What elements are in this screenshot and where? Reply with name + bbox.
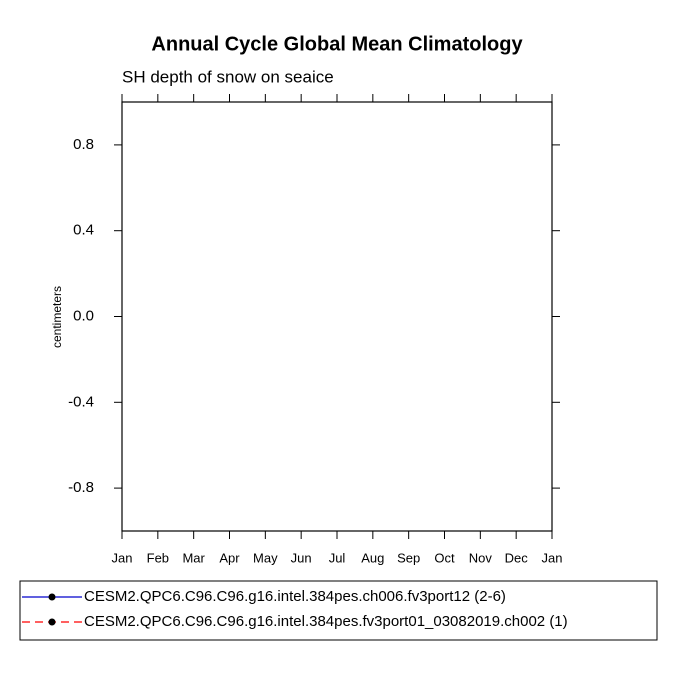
x-tick-label: Apr	[219, 550, 240, 565]
x-tick-label: Dec	[505, 550, 529, 565]
plot-frame	[121, 101, 553, 532]
chart-title: Annual Cycle Global Mean Climatology	[151, 33, 523, 55]
y-tick-label: 0.8	[73, 136, 94, 153]
x-tick-label: Jan	[542, 550, 563, 565]
x-tick-label: Jun	[291, 550, 312, 565]
x-tick-label: Mar	[182, 550, 205, 565]
y-tick-label: 0.0	[73, 307, 94, 324]
x-tick-label: Oct	[434, 550, 455, 565]
x-tick-label: Nov	[469, 550, 493, 565]
legend-box	[19, 580, 658, 641]
legend-marker	[48, 593, 56, 601]
x-tick-label: Jan	[112, 550, 133, 565]
y-tick-label: -0.8	[68, 479, 94, 496]
y-axis-label: centimeters	[50, 286, 64, 348]
y-tick-label: 0.4	[73, 222, 94, 239]
legend-label: CESM2.QPC6.C96.C96.g16.intel.384pes.ch00…	[84, 588, 506, 605]
x-tick-label: May	[253, 550, 278, 565]
x-tick-label: Sep	[397, 550, 420, 565]
y-tick-label: -0.4	[68, 393, 94, 410]
x-tick-label: Feb	[147, 550, 169, 565]
chart-subtitle: SH depth of snow on seaice	[122, 67, 334, 86]
legend-label: CESM2.QPC6.C96.C96.g16.intel.384pes.fv3p…	[84, 613, 568, 630]
x-tick-label: Aug	[361, 550, 384, 565]
legend-marker	[48, 618, 56, 626]
x-tick-label: Jul	[329, 550, 346, 565]
